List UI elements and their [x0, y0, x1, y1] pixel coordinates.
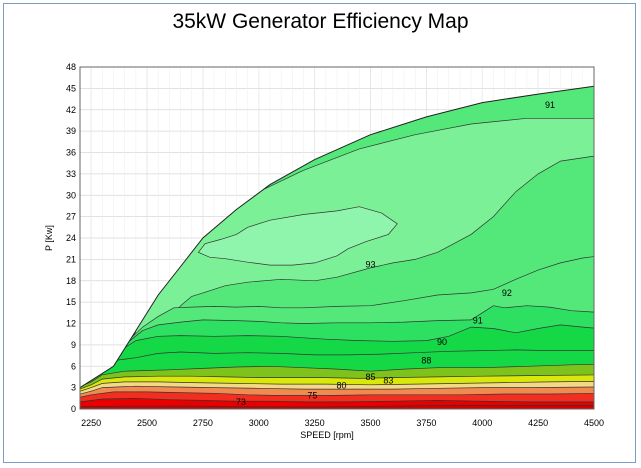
- x-tick-label: 3750: [416, 418, 436, 428]
- x-tick-label: 4000: [472, 418, 492, 428]
- max-power-envelope: [79, 85, 595, 389]
- x-tick-label: 2250: [81, 418, 101, 428]
- y-tick-label: 9: [71, 340, 76, 350]
- contour-label-92: 92: [502, 288, 512, 298]
- x-tick-label: 4250: [528, 418, 548, 428]
- y-tick-label: 39: [66, 126, 76, 136]
- y-tick-label: 36: [66, 148, 76, 158]
- y-tick-label: 42: [66, 105, 76, 115]
- x-tick-label: 3250: [305, 418, 325, 428]
- contour-label-80: 80: [336, 380, 346, 390]
- plot-border: [79, 66, 595, 410]
- contour-label-83: 83: [383, 376, 393, 386]
- y-tick-label: 3: [71, 383, 76, 393]
- x-tick-label: 4500: [584, 418, 604, 428]
- y-axis-label: P [Kw]: [44, 225, 54, 251]
- x-tick-label: 3000: [249, 418, 269, 428]
- y-tick-label: 0: [71, 404, 76, 414]
- region-93-island: [197, 206, 398, 266]
- y-tick-label: 21: [66, 254, 76, 264]
- y-tick-label: 33: [66, 169, 76, 179]
- contour-label-91: 91: [545, 100, 555, 110]
- y-tick-label: 45: [66, 83, 76, 93]
- x-tick-label: 3500: [361, 418, 381, 428]
- y-tick-label: 24: [66, 233, 76, 243]
- contour-label-73: 73: [236, 397, 246, 407]
- contour-label-88: 88: [421, 356, 431, 366]
- y-tick-label: 15: [66, 297, 76, 307]
- region-low: [80, 397, 594, 409]
- contour-label-93: 93: [366, 259, 376, 269]
- x-tick-label: 2500: [137, 418, 157, 428]
- contour-label-75: 75: [307, 390, 317, 400]
- y-tick-label: 48: [66, 62, 76, 72]
- y-tick-label: 27: [66, 212, 76, 222]
- y-tick-label: 18: [66, 276, 76, 286]
- chart-title: 35kW Generator Efficiency Map: [172, 10, 469, 33]
- contour-label-85: 85: [366, 372, 376, 382]
- contour-label-91: 91: [473, 316, 483, 326]
- y-tick-label: 12: [66, 319, 76, 329]
- x-axis-label: SPEED [rpm]: [300, 430, 354, 440]
- contour-label-90: 90: [437, 337, 447, 347]
- region-lowest: [80, 405, 594, 409]
- y-tick-label: 30: [66, 190, 76, 200]
- x-tick-label: 2750: [193, 418, 213, 428]
- y-tick-label: 6: [71, 361, 76, 371]
